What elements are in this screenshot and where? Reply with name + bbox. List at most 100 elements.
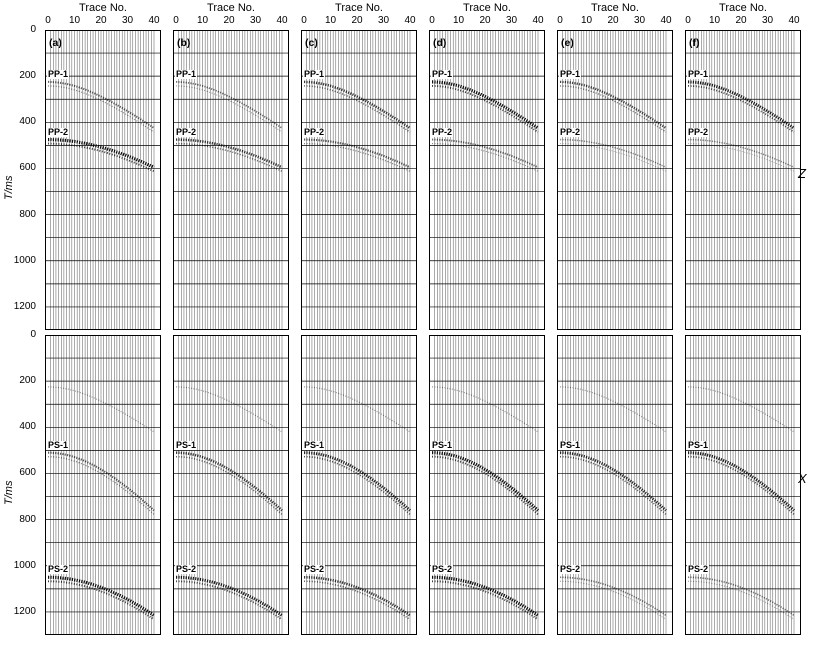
event-label: PP-2 — [175, 126, 198, 137]
y-axis-title: T/ms — [3, 175, 15, 200]
panel-frame — [45, 30, 161, 330]
reflection-event — [560, 451, 667, 512]
y-tick-label: 800 — [19, 513, 36, 525]
y-tick-label: 1000 — [13, 559, 36, 571]
panel-frame — [557, 335, 673, 635]
gather-panel — [685, 335, 801, 635]
reflection-event — [432, 386, 539, 433]
reflection-event — [560, 80, 667, 130]
gather-panel — [173, 30, 289, 330]
event-label: PS-1 — [687, 439, 710, 450]
x-tick-label: 30 — [249, 15, 262, 26]
event-label: PS-2 — [175, 564, 198, 575]
event-label: PP-2 — [431, 126, 454, 137]
x-axis-title: Trace No. — [79, 2, 127, 14]
panel-label: (b) — [177, 37, 191, 49]
x-tick-label: 30 — [633, 15, 646, 26]
x-tick-label: 20 — [607, 15, 619, 26]
x-tick-label: 0 — [301, 15, 307, 26]
x-tick-label: 20 — [223, 15, 235, 26]
gather-panel — [301, 335, 417, 635]
x-tick-label: 20 — [479, 15, 491, 26]
y-tick-label: 600 — [19, 162, 36, 174]
x-axis-title: Trace No. — [719, 2, 767, 14]
x-tick-label: 10 — [708, 15, 721, 26]
x-tick-label: 10 — [196, 15, 209, 26]
x-axis-title: Trace No. — [207, 2, 255, 14]
panel-frame — [301, 30, 417, 330]
gather-panel — [301, 30, 417, 330]
panel-frame — [557, 30, 673, 330]
y-tick-label: 400 — [19, 116, 36, 128]
reflection-event — [688, 451, 796, 512]
reflection-event — [304, 142, 411, 172]
reflection-event — [48, 575, 155, 617]
panel-label: (f) — [689, 37, 700, 49]
reflection-event — [304, 451, 411, 512]
y-tick-label: 600 — [19, 467, 36, 479]
reflection-event — [304, 576, 411, 617]
panel-frame — [685, 30, 801, 330]
event-label: PS-2 — [687, 564, 710, 575]
y-tick-label: 1200 — [13, 605, 36, 617]
reflection-event — [688, 143, 795, 172]
reflection-event — [176, 575, 283, 617]
event-label: PS-1 — [47, 439, 70, 450]
gather-panel — [557, 30, 673, 330]
reflection-event — [560, 576, 667, 617]
x-tick-label: 30 — [505, 15, 518, 26]
x-tick-label: 40 — [276, 15, 288, 26]
panel-frame — [173, 335, 289, 635]
y-axis-title: T/ms — [3, 480, 15, 505]
gather-panel — [45, 30, 161, 330]
y-tick-label: 200 — [19, 375, 36, 387]
y-tick-label: 400 — [19, 421, 36, 433]
panel-frame — [429, 30, 545, 330]
x-tick-label: 40 — [404, 15, 416, 26]
reflection-event — [560, 85, 667, 133]
panel-frame — [685, 335, 801, 635]
event-label: PP-2 — [687, 126, 710, 137]
reflection-event — [48, 85, 155, 133]
x-axis-title: Trace No. — [335, 2, 383, 14]
event-label: PS-2 — [47, 564, 70, 575]
event-label: PP-2 — [303, 126, 326, 137]
x-tick-label: 40 — [788, 15, 800, 26]
gather-panel — [173, 335, 289, 635]
reflection-event — [688, 85, 795, 133]
reflection-event — [560, 386, 667, 433]
x-tick-label: 20 — [95, 15, 107, 26]
event-label: PP-1 — [687, 68, 710, 79]
reflection-event — [688, 576, 795, 617]
reflection-event — [176, 386, 283, 433]
gather-panel — [557, 335, 673, 635]
x-tick-label: 20 — [735, 15, 747, 26]
reflection-event — [176, 81, 283, 129]
x-tick-label: 0 — [45, 15, 51, 26]
panel-frame — [301, 335, 417, 635]
reflection-event — [432, 84, 539, 133]
x-tick-label: 10 — [452, 15, 465, 26]
x-tick-label: 40 — [660, 15, 672, 26]
y-tick-label: 0 — [30, 24, 36, 35]
y-tick-label: 0 — [30, 329, 36, 340]
event-label: PP-1 — [175, 68, 198, 79]
reflection-event — [688, 80, 795, 130]
event-label: PP-1 — [431, 68, 454, 79]
reflection-event — [688, 386, 795, 433]
event-label: PS-2 — [431, 564, 454, 575]
reflection-event — [432, 80, 539, 130]
component-label: Z — [798, 166, 806, 181]
event-label: PS-2 — [559, 564, 582, 575]
reflection-event — [176, 138, 283, 169]
x-tick-label: 0 — [173, 15, 179, 26]
event-label: PP-1 — [559, 68, 582, 79]
reflection-event — [304, 138, 411, 169]
reflection-event — [176, 85, 283, 133]
x-tick-label: 10 — [324, 15, 337, 26]
event-label: PP-1 — [303, 68, 326, 79]
reflection-event — [48, 80, 155, 129]
event-label: PS-2 — [303, 564, 326, 575]
reflection-event — [304, 80, 411, 130]
